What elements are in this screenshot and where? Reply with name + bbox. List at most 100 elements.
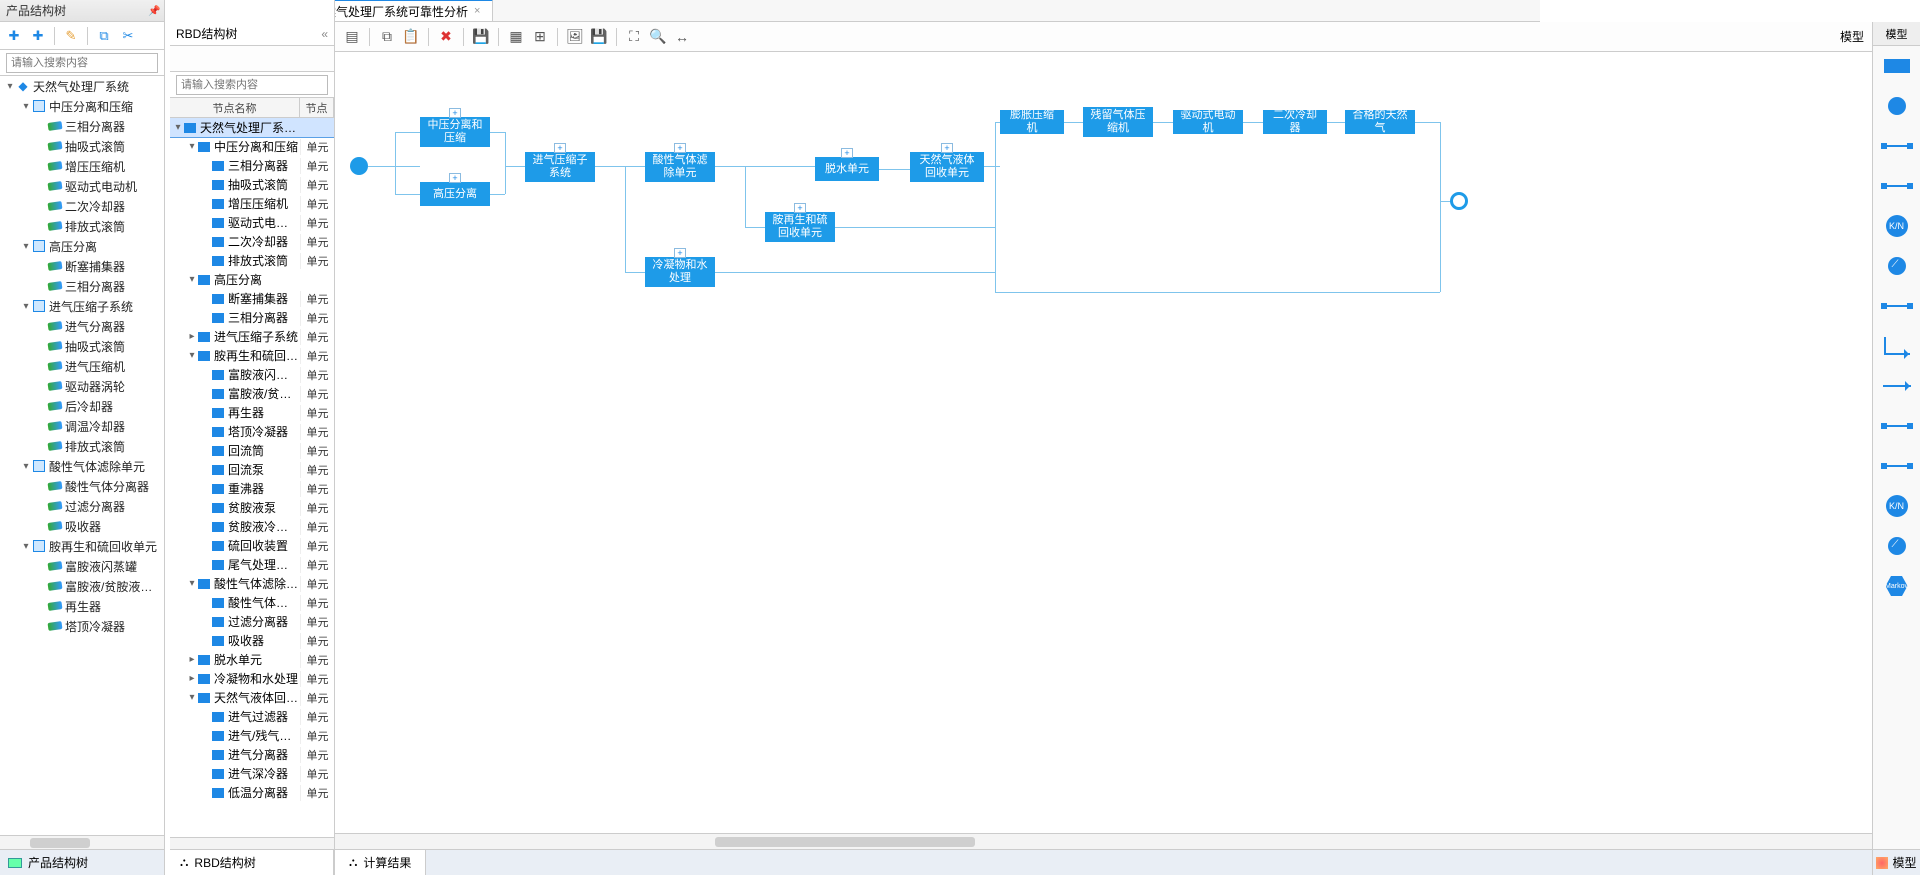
- palette-item-line4[interactable]: [1877, 450, 1917, 482]
- product-tree-hscroll[interactable]: [0, 835, 164, 849]
- canvas-hscroll[interactable]: [335, 833, 1872, 849]
- product-tree-item[interactable]: 后冷却器: [0, 396, 164, 416]
- tree-caret-icon[interactable]: ▾: [20, 301, 32, 312]
- pin-icon[interactable]: 📌: [148, 6, 158, 16]
- tree-caret-icon[interactable]: ▸: [186, 331, 198, 342]
- align-icon[interactable]: ↔: [673, 28, 691, 46]
- rbd-block[interactable]: 合格的天然气: [1345, 110, 1415, 134]
- product-tree-item[interactable]: 抽吸式滚筒: [0, 136, 164, 156]
- expand-icon[interactable]: +: [794, 203, 806, 213]
- rbd-tree-row[interactable]: ▾酸性气体滤除…单元: [170, 574, 334, 593]
- palette-item-hex[interactable]: Markov: [1877, 570, 1917, 602]
- tree-caret-icon[interactable]: ▾: [20, 541, 32, 552]
- product-tree[interactable]: ▾◆天然气处理厂系统▾中压分离和压缩三相分离器抽吸式滚筒增压压缩机驱动式电动机二…: [0, 76, 164, 835]
- rbd-tree-bottom-tab[interactable]: ⛬ RBD结构树: [170, 850, 334, 875]
- rbd-tree-hscroll[interactable]: [170, 837, 334, 849]
- collapse-icon[interactable]: «: [321, 27, 328, 41]
- rbd-block[interactable]: 冷凝物和水处理+: [645, 257, 715, 287]
- product-tree-item[interactable]: 三相分离器: [0, 116, 164, 136]
- product-tree-item[interactable]: 排放式滚筒: [0, 436, 164, 456]
- rbd-tree-row[interactable]: 过滤分离器单元: [170, 612, 334, 631]
- rbd-tree-row[interactable]: 酸性气体…单元: [170, 593, 334, 612]
- palette-item-slash2[interactable]: ⟋: [1877, 530, 1917, 562]
- product-tree-bottom-tab[interactable]: 产品结构树: [0, 849, 164, 875]
- tree-caret-icon[interactable]: ▾: [20, 461, 32, 472]
- rbd-tree-row[interactable]: 硫回收装置单元: [170, 536, 334, 555]
- rbd-tree-row[interactable]: 回流筒单元: [170, 441, 334, 460]
- rbd-tree-row[interactable]: 三相分离器单元: [170, 156, 334, 175]
- delete-icon[interactable]: ✖: [437, 28, 455, 46]
- canvas[interactable]: 中压分离和压缩+高压分离+进气压缩子系统+酸性气体滤除单元+冷凝物和水处理+胺再…: [335, 52, 1872, 833]
- expand-icon[interactable]: +: [941, 143, 953, 153]
- product-tree-item[interactable]: 抽吸式滚筒: [0, 336, 164, 356]
- product-tree-item[interactable]: 过滤分离器: [0, 496, 164, 516]
- expand-icon[interactable]: +: [674, 143, 686, 153]
- palette-bottom-tab[interactable]: 模型: [1873, 849, 1920, 875]
- rbd-tree-row[interactable]: 二次冷却器单元: [170, 232, 334, 251]
- product-tree-item[interactable]: 断塞捕集器: [0, 256, 164, 276]
- rbd-block[interactable]: 中压分离和压缩+: [420, 117, 490, 147]
- rbd-tree-row[interactable]: ▾胺再生和硫回…单元: [170, 346, 334, 365]
- rbd-tree-row[interactable]: 进气深冷器单元: [170, 764, 334, 783]
- rbd-tree-row[interactable]: 三相分离器单元: [170, 308, 334, 327]
- rbd-tree-row[interactable]: ▾天然气液体回…单元: [170, 688, 334, 707]
- product-tree-item[interactable]: ▾酸性气体滤除单元: [0, 456, 164, 476]
- rbd-tree-row[interactable]: 贫胺液冷…单元: [170, 517, 334, 536]
- expand-icon[interactable]: +: [449, 108, 461, 118]
- rbd-tree-row[interactable]: 富胺液闪…单元: [170, 365, 334, 384]
- copy-icon[interactable]: ⧉: [378, 28, 396, 46]
- add-child-icon[interactable]: ✚: [30, 28, 46, 44]
- edit-icon[interactable]: ✎: [63, 28, 79, 44]
- product-tree-item[interactable]: 增压压缩机: [0, 156, 164, 176]
- add-icon[interactable]: ✚: [6, 28, 22, 44]
- zoom-icon[interactable]: 🔍: [649, 28, 667, 46]
- product-tree-item[interactable]: ▾胺再生和硫回收单元: [0, 536, 164, 556]
- rbd-tree[interactable]: ▾天然气处理厂系…▾中压分离和压缩单元三相分离器单元抽吸式滚筒单元增压压缩机单元…: [170, 118, 334, 837]
- product-tree-item[interactable]: ▾高压分离: [0, 236, 164, 256]
- product-tree-item[interactable]: 再生器: [0, 596, 164, 616]
- tree-caret-icon[interactable]: ▾: [186, 141, 198, 152]
- rbd-tree-row[interactable]: 驱动式电…单元: [170, 213, 334, 232]
- product-tree-item[interactable]: ▾进气压缩子系统: [0, 296, 164, 316]
- rbd-tree-row[interactable]: 重沸器单元: [170, 479, 334, 498]
- product-tree-item[interactable]: 驱动器涡轮: [0, 376, 164, 396]
- rbd-tree-row[interactable]: 排放式滚筒单元: [170, 251, 334, 270]
- rbd-tree-row[interactable]: 塔顶冷凝器单元: [170, 422, 334, 441]
- rbd-block[interactable]: 驱动式电动机: [1173, 110, 1243, 134]
- product-tree-item[interactable]: 进气分离器: [0, 316, 164, 336]
- product-tree-item[interactable]: 塔顶冷凝器: [0, 616, 164, 636]
- expand-icon[interactable]: +: [449, 173, 461, 183]
- image-icon[interactable]: 🖼: [566, 28, 584, 46]
- product-tree-item[interactable]: 富胺液/贫胺液…: [0, 576, 164, 596]
- expand-icon[interactable]: +: [554, 143, 566, 153]
- tree-caret-icon[interactable]: ▸: [186, 673, 198, 684]
- note-icon[interactable]: ▤: [343, 28, 361, 46]
- rbd-tree-row[interactable]: 吸收器单元: [170, 631, 334, 650]
- start-node[interactable]: [350, 157, 368, 175]
- rbd-tree-row[interactable]: ▾天然气处理厂系…: [170, 118, 334, 137]
- rbd-block[interactable]: 二次冷却器: [1263, 110, 1327, 134]
- rbd-block[interactable]: 进气压缩子系统+: [525, 152, 595, 182]
- palette-item-kn[interactable]: K/N: [1877, 210, 1917, 242]
- layout-icon[interactable]: ⊞: [531, 28, 549, 46]
- rbd-tree-row[interactable]: 富胺液/贫…单元: [170, 384, 334, 403]
- rbd-tree-row[interactable]: ▸进气压缩子系统单元: [170, 327, 334, 346]
- rbd-block[interactable]: 脱水单元+: [815, 157, 879, 181]
- tree-caret-icon[interactable]: ▾: [186, 274, 198, 285]
- rbd-tree-row[interactable]: 增压压缩机单元: [170, 194, 334, 213]
- expand-icon[interactable]: +: [674, 248, 686, 258]
- palette-item-line3[interactable]: [1877, 410, 1917, 442]
- product-tree-item[interactable]: ▾中压分离和压缩: [0, 96, 164, 116]
- rbd-block[interactable]: 残留气体压缩机: [1083, 107, 1153, 137]
- product-tree-search-input[interactable]: [6, 53, 158, 73]
- rbd-block[interactable]: 高压分离+: [420, 182, 490, 206]
- rbd-tree-row[interactable]: 再生器单元: [170, 403, 334, 422]
- product-tree-item[interactable]: 酸性气体分离器: [0, 476, 164, 496]
- palette-item-line[interactable]: [1877, 130, 1917, 162]
- tree-caret-icon[interactable]: ▾: [186, 578, 198, 589]
- rbd-tree-row[interactable]: ▾高压分离: [170, 270, 334, 289]
- rbd-tree-row[interactable]: 回流泵单元: [170, 460, 334, 479]
- results-tab[interactable]: ⛬ 计算结果: [335, 850, 426, 875]
- rbd-tree-search-input[interactable]: [176, 75, 328, 95]
- expand-icon[interactable]: +: [841, 148, 853, 158]
